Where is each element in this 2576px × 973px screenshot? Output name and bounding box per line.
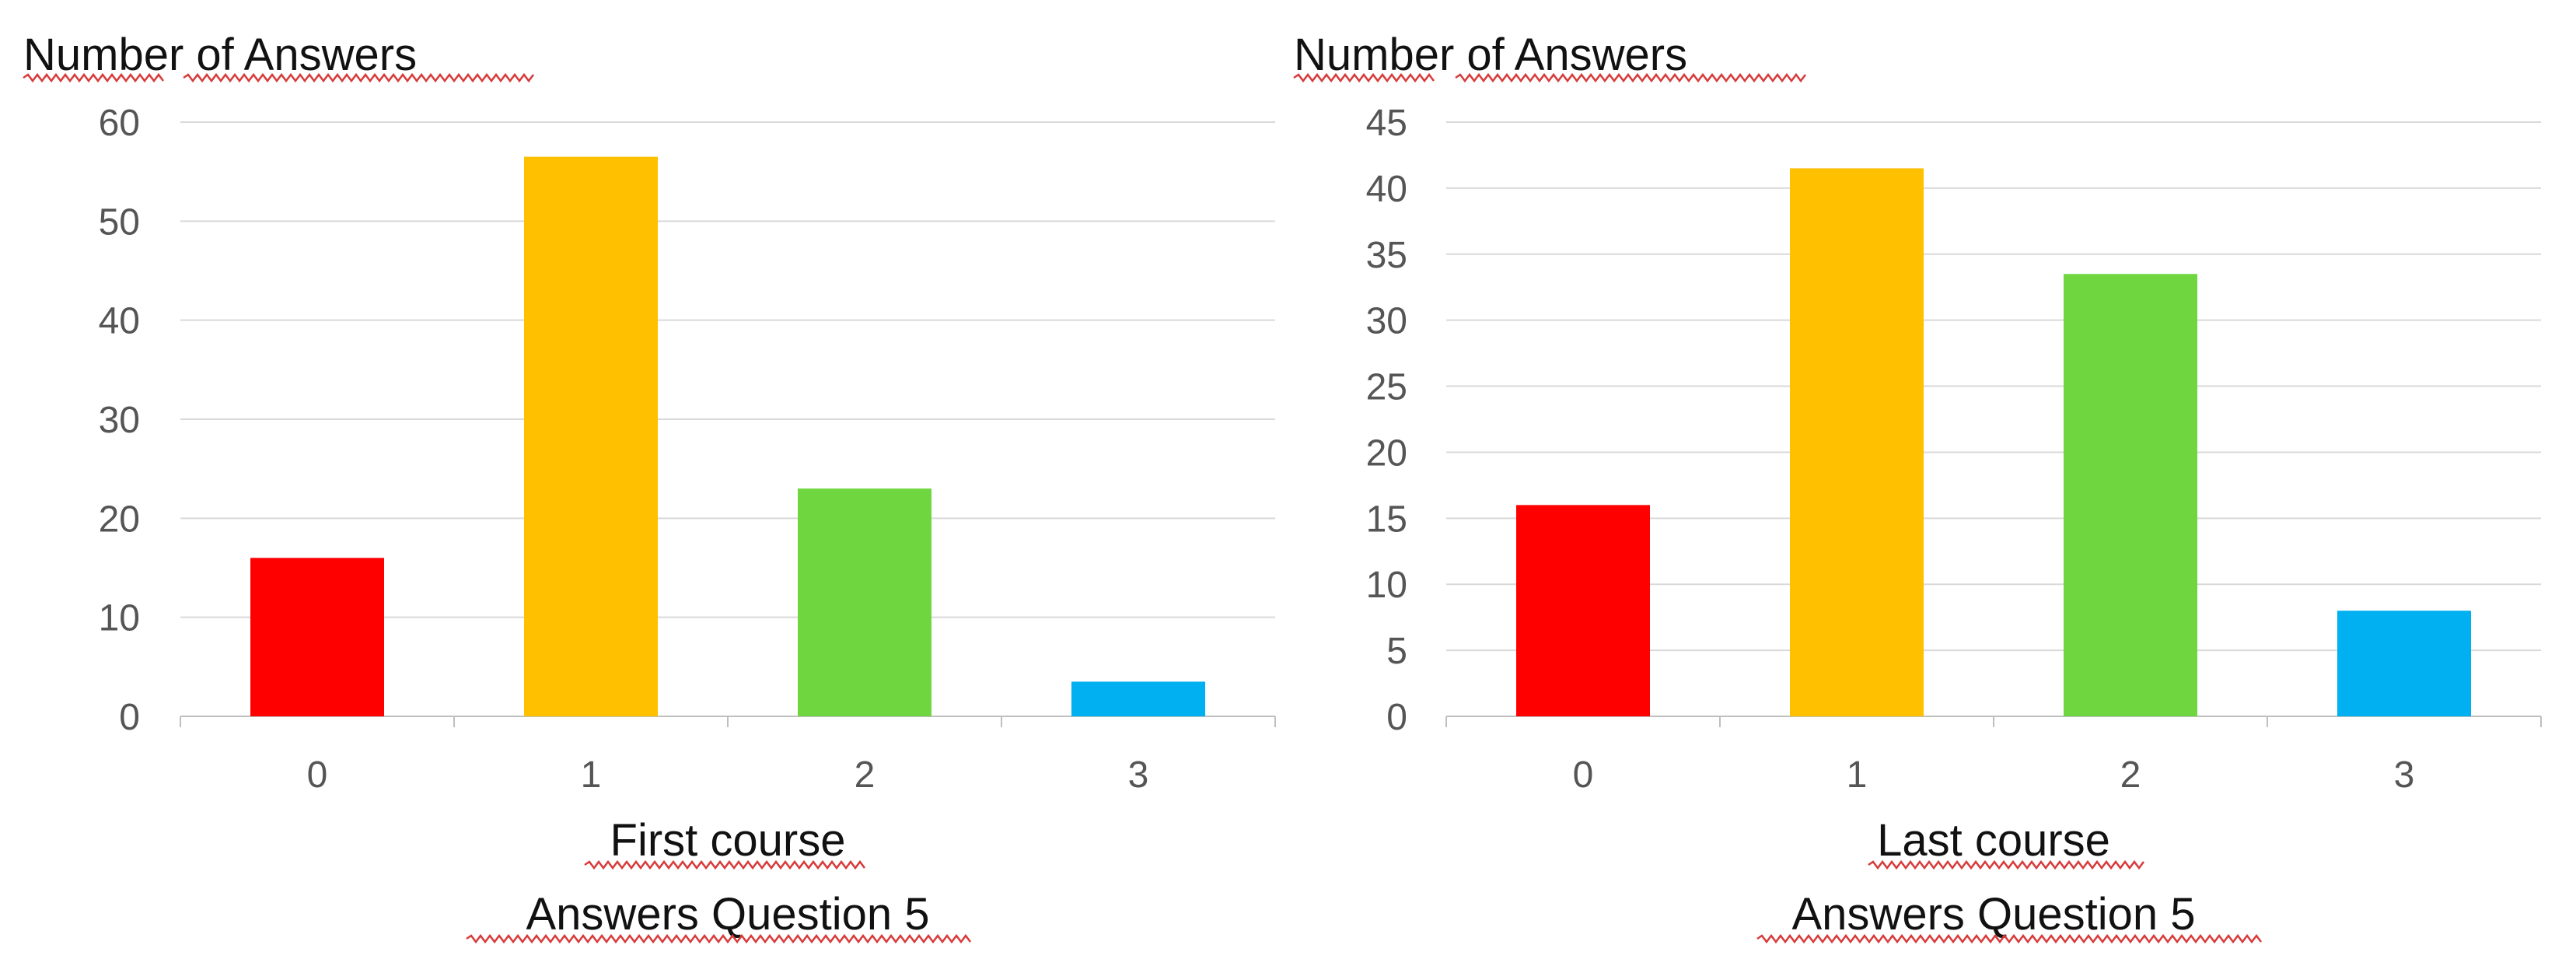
y-tick-label: 30 xyxy=(99,400,140,441)
y-tick-label: 35 xyxy=(1366,235,1407,276)
bar-2 xyxy=(2064,274,2197,716)
y-tick-label: 25 xyxy=(1366,367,1407,408)
spellcheck-underline xyxy=(1756,933,2262,944)
spellcheck-underline xyxy=(1455,72,1806,83)
y-tick-label: 45 xyxy=(1366,103,1407,144)
y-tick-label: 0 xyxy=(119,697,140,738)
bar-2 xyxy=(798,488,931,716)
y-tick-label: 60 xyxy=(99,103,140,144)
y-axis-title: Number of Answers xyxy=(1294,30,1687,80)
bar-3 xyxy=(1071,681,1205,716)
x-axis-title-line: First course xyxy=(610,815,846,866)
x-axis-title-line: Last course xyxy=(1877,815,2110,866)
y-tick-label: 50 xyxy=(99,201,140,243)
y-tick-label: 30 xyxy=(1366,301,1407,342)
spellcheck-underline xyxy=(23,72,164,83)
x-tick-label: 0 xyxy=(1573,754,1594,796)
spellcheck-underline xyxy=(183,72,534,83)
x-tick-label: 2 xyxy=(2120,754,2141,796)
y-tick-label: 10 xyxy=(1366,565,1407,606)
spellcheck-underline xyxy=(584,859,865,870)
y-tick-label: 0 xyxy=(1386,697,1407,738)
y-tick-label: 10 xyxy=(99,598,140,639)
y-tick-label: 20 xyxy=(99,499,140,540)
x-tick-label: 3 xyxy=(2394,754,2415,796)
x-tick-label: 1 xyxy=(1847,754,1868,796)
bar-1 xyxy=(1790,168,1924,716)
x-axis-title-line: Answers Question 5 xyxy=(1791,889,2195,940)
x-tick-label: 2 xyxy=(855,754,876,796)
y-tick-label: 40 xyxy=(99,301,140,342)
spellcheck-underline xyxy=(1293,72,1435,83)
y-tick-label: 40 xyxy=(1366,169,1407,210)
x-tick-label: 1 xyxy=(581,754,602,796)
bar-3 xyxy=(2337,611,2471,716)
y-tick-label: 15 xyxy=(1366,499,1407,540)
x-tick-label: 3 xyxy=(1128,754,1149,796)
bar-1 xyxy=(524,156,658,717)
x-axis-title-line: Answers Question 5 xyxy=(526,889,929,940)
y-axis-title: Number of Answers xyxy=(23,30,417,80)
bar-0 xyxy=(1516,505,1650,716)
spellcheck-underline xyxy=(466,933,971,944)
x-tick-label: 0 xyxy=(307,754,328,796)
y-tick-label: 20 xyxy=(1366,432,1407,474)
bar-0 xyxy=(250,558,384,716)
chart-last-course: 0 5 10 15 20 25 30 35 40 45 0 1 2 3 Number of Answers L… xyxy=(1293,30,2542,944)
y-tick-label: 5 xyxy=(1386,631,1407,672)
spellcheck-underline xyxy=(1868,859,2144,870)
chart-first-course: 0 10 20 30 40 50 60 0 1 2 3 Number of Answers First … xyxy=(23,30,1276,944)
